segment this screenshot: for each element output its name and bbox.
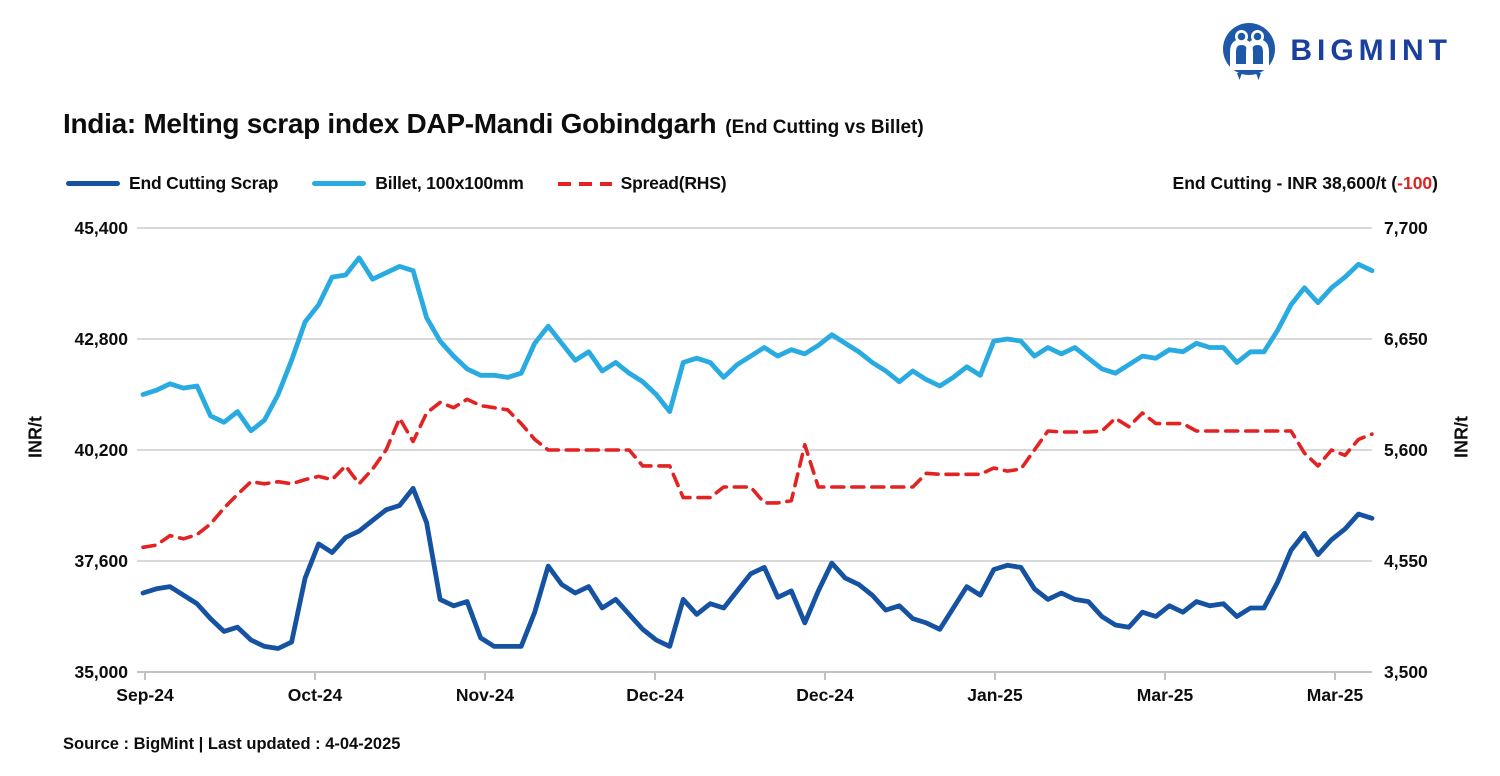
legend-label: Spread(RHS) xyxy=(620,173,727,193)
annotation-change-value: -100 xyxy=(1397,173,1433,193)
annotation-suffix: ) xyxy=(1432,173,1438,193)
legend-swatch-dashed xyxy=(557,181,612,186)
x-axis-label: Mar-25 xyxy=(1307,685,1364,705)
bigmint-logo: BIGMINT xyxy=(1222,22,1452,80)
legend-label: End Cutting Scrap xyxy=(129,173,279,193)
chart-title-subtitle: (End Cutting vs Billet) xyxy=(725,117,924,138)
current-value-annotation: End Cutting - INR 38,600/t (-100) xyxy=(1173,173,1438,194)
legend-swatch-solid xyxy=(312,181,367,186)
x-axis-label: Oct-24 xyxy=(288,685,343,705)
y-left-tick-label: 40,200 xyxy=(74,440,128,460)
source-note: Source : BigMint | Last updated : 4-04-2… xyxy=(63,735,401,753)
legend-swatch-solid xyxy=(66,181,120,186)
y-left-tick-label: 35,000 xyxy=(74,662,128,682)
series-line-1 xyxy=(140,255,1375,434)
y-right-tick-label: 4,550 xyxy=(1384,551,1428,571)
x-axis-label: Jan-25 xyxy=(967,685,1023,705)
x-axis-label: Nov-24 xyxy=(456,685,515,705)
legend-label: Billet, 100x100mm xyxy=(375,173,524,193)
y-left-tick-label: 45,400 xyxy=(74,218,128,238)
chart-legend: End Cutting Scrap Billet, 100x100mm Spread… xyxy=(66,173,727,194)
x-axis-label: Dec-24 xyxy=(626,685,684,705)
legend-item-2: Spread(RHS) xyxy=(557,173,727,194)
bigmint-logo-icon xyxy=(1223,23,1276,80)
y-right-tick-label: 6,650 xyxy=(1384,329,1428,349)
x-axis-label: Dec-24 xyxy=(796,685,854,705)
chart-title: India: Melting scrap index DAP-Mandi Gob… xyxy=(63,108,924,140)
y-left-tick-label: 37,600 xyxy=(74,551,128,571)
bigmint-wordmark: BIGMINT xyxy=(1290,34,1452,67)
chart-title-main: India: Melting scrap index DAP-Mandi Gob… xyxy=(63,108,717,139)
y-left-tick-label: 42,800 xyxy=(74,329,128,349)
annotation-prefix: End Cutting - INR 38,600/t ( xyxy=(1172,173,1398,193)
legend-item-0: End Cutting Scrap xyxy=(66,173,278,194)
y-right-tick-label: 7,700 xyxy=(1384,218,1428,238)
series-line-0 xyxy=(140,486,1375,651)
y-right-tick-label: 3,500 xyxy=(1384,662,1428,682)
x-axis-label: Sep-24 xyxy=(116,685,174,705)
x-axis-label: Mar-25 xyxy=(1137,685,1194,705)
y-right-tick-label: 5,600 xyxy=(1384,440,1428,460)
legend-item-1: Billet, 100x100mm xyxy=(312,173,524,194)
series-line-2 xyxy=(141,397,1374,550)
